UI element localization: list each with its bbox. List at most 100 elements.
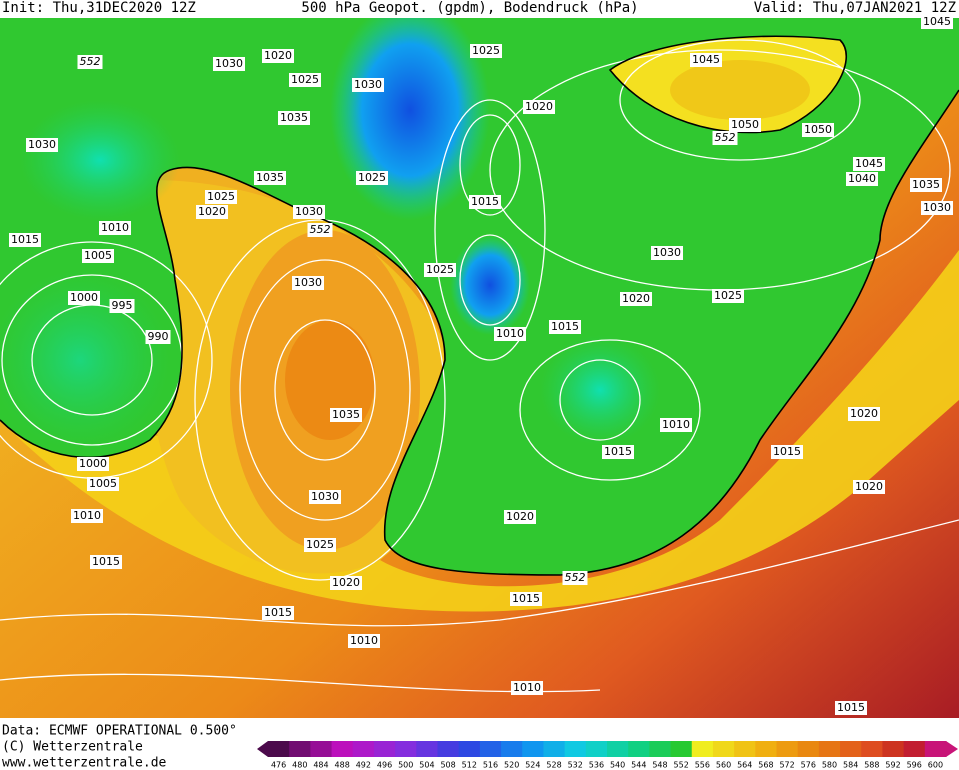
label-box <box>82 249 114 263</box>
isobar-label: 1010 <box>494 327 526 341</box>
colorbar-swatch <box>458 741 481 757</box>
colorbar-swatch <box>903 741 926 757</box>
isobar-value: 1030 <box>653 246 681 259</box>
colorbar-swatch <box>628 741 650 757</box>
colorbar-swatch <box>861 741 883 757</box>
isobar-label: 1050 <box>729 118 761 132</box>
isobar-label: 1025 <box>304 538 336 552</box>
colorbar-label: 576 <box>801 761 816 770</box>
isobar-value: 1010 <box>350 634 378 647</box>
colorbar-label: 484 <box>313 761 328 770</box>
isobar-label: 1020 <box>196 205 228 219</box>
label-box <box>494 327 526 341</box>
label-box <box>109 299 135 313</box>
label-box <box>348 634 380 648</box>
colorbar-swatch <box>437 741 460 757</box>
label-box <box>853 480 885 494</box>
label-box <box>853 157 885 171</box>
label-box <box>848 407 880 421</box>
isobar-label: 1025 <box>712 289 744 303</box>
isobar-value: 1015 <box>471 195 499 208</box>
isobar-label: 1020 <box>853 480 885 494</box>
colorbar-label: 560 <box>716 761 731 770</box>
isobar-label: 1020 <box>620 292 652 306</box>
colorbar-label: 548 <box>652 761 667 770</box>
map-title: 500 hPa Geopot. (gpdm), Bodendruck (hPa) <box>301 0 638 16</box>
isobar-value: 1025 <box>472 44 500 57</box>
contour-label: 552 <box>80 55 101 68</box>
colorbar-swatch <box>310 741 333 757</box>
label-box <box>651 246 683 260</box>
isobar-label: 1045 <box>690 53 722 67</box>
isobar-label: 1035 <box>910 178 942 192</box>
isobar-value: 1005 <box>89 477 117 490</box>
isobar-label: 1030 <box>213 57 245 71</box>
isobar-value: 1025 <box>306 538 334 551</box>
isobar-value: 1030 <box>295 205 323 218</box>
map-area <box>0 18 959 718</box>
isobar-value: 1015 <box>604 445 632 458</box>
isobar-label: 1020 <box>330 576 362 590</box>
isobar-label: 990 <box>145 330 171 344</box>
label-box <box>307 223 333 237</box>
label-box <box>470 44 502 58</box>
colorbar-label: 540 <box>610 761 625 770</box>
colorbar-swatch <box>818 741 841 757</box>
contour-label: 552 <box>565 571 586 584</box>
label-box <box>712 289 744 303</box>
label-box <box>71 509 103 523</box>
label-box <box>196 205 228 219</box>
isobar-value: 1020 <box>198 205 226 218</box>
isobar-value: 1025 <box>426 263 454 276</box>
label-box <box>262 606 294 620</box>
label-box <box>213 57 245 71</box>
isobar-label: 552 <box>562 571 588 585</box>
isobar-label: 1015 <box>510 592 542 606</box>
label-box <box>504 510 536 524</box>
isobar-value: 1020 <box>264 49 292 62</box>
colorbar-label: 488 <box>335 761 350 770</box>
isobar-label: 1030 <box>293 205 325 219</box>
label-box <box>90 555 122 569</box>
colorbar-label: 480 <box>292 761 307 770</box>
label-box <box>352 78 384 92</box>
isobar-value: 1020 <box>622 292 650 305</box>
label-box <box>620 292 652 306</box>
colorbar-swatch <box>395 741 417 757</box>
isobar-label: 995 <box>109 299 135 313</box>
colorbar-label: 564 <box>737 761 752 770</box>
isobar-label: 1020 <box>504 510 536 524</box>
isobar-label: 1025 <box>205 190 237 204</box>
label-box <box>77 55 103 69</box>
isobar-label: 1045 <box>921 15 953 29</box>
label-box <box>356 171 388 185</box>
isobar-value: 1045 <box>923 15 951 28</box>
isobar-label: 1025 <box>356 171 388 185</box>
label-box <box>835 701 867 715</box>
isobar-value: 1015 <box>773 445 801 458</box>
isobar-value: 1025 <box>291 73 319 86</box>
colorbar-swatch <box>564 741 587 757</box>
isobar-label: 1005 <box>87 477 119 491</box>
isobar-value: 1015 <box>837 701 865 714</box>
label-box <box>330 576 362 590</box>
colorbar-swatch <box>543 741 566 757</box>
isobar-label: 1000 <box>68 291 100 305</box>
isobar-label: 1050 <box>802 123 834 137</box>
isobar-value: 1025 <box>207 190 235 203</box>
isobar-value: 1050 <box>804 123 832 136</box>
isobar-label: 1035 <box>278 111 310 125</box>
colorbar-swatch <box>670 741 693 757</box>
colorbar-label: 536 <box>589 761 604 770</box>
label-box <box>87 477 119 491</box>
colorbar-swatch <box>649 741 672 757</box>
isobar-label: 1040 <box>846 172 878 186</box>
isobar-value: 1005 <box>84 249 112 262</box>
label-box <box>309 490 341 504</box>
isobar-label: 1010 <box>348 634 380 648</box>
isobar-label: 1015 <box>469 195 501 209</box>
isobar-value: 1030 <box>215 57 243 70</box>
colorbar-swatch <box>882 741 905 757</box>
